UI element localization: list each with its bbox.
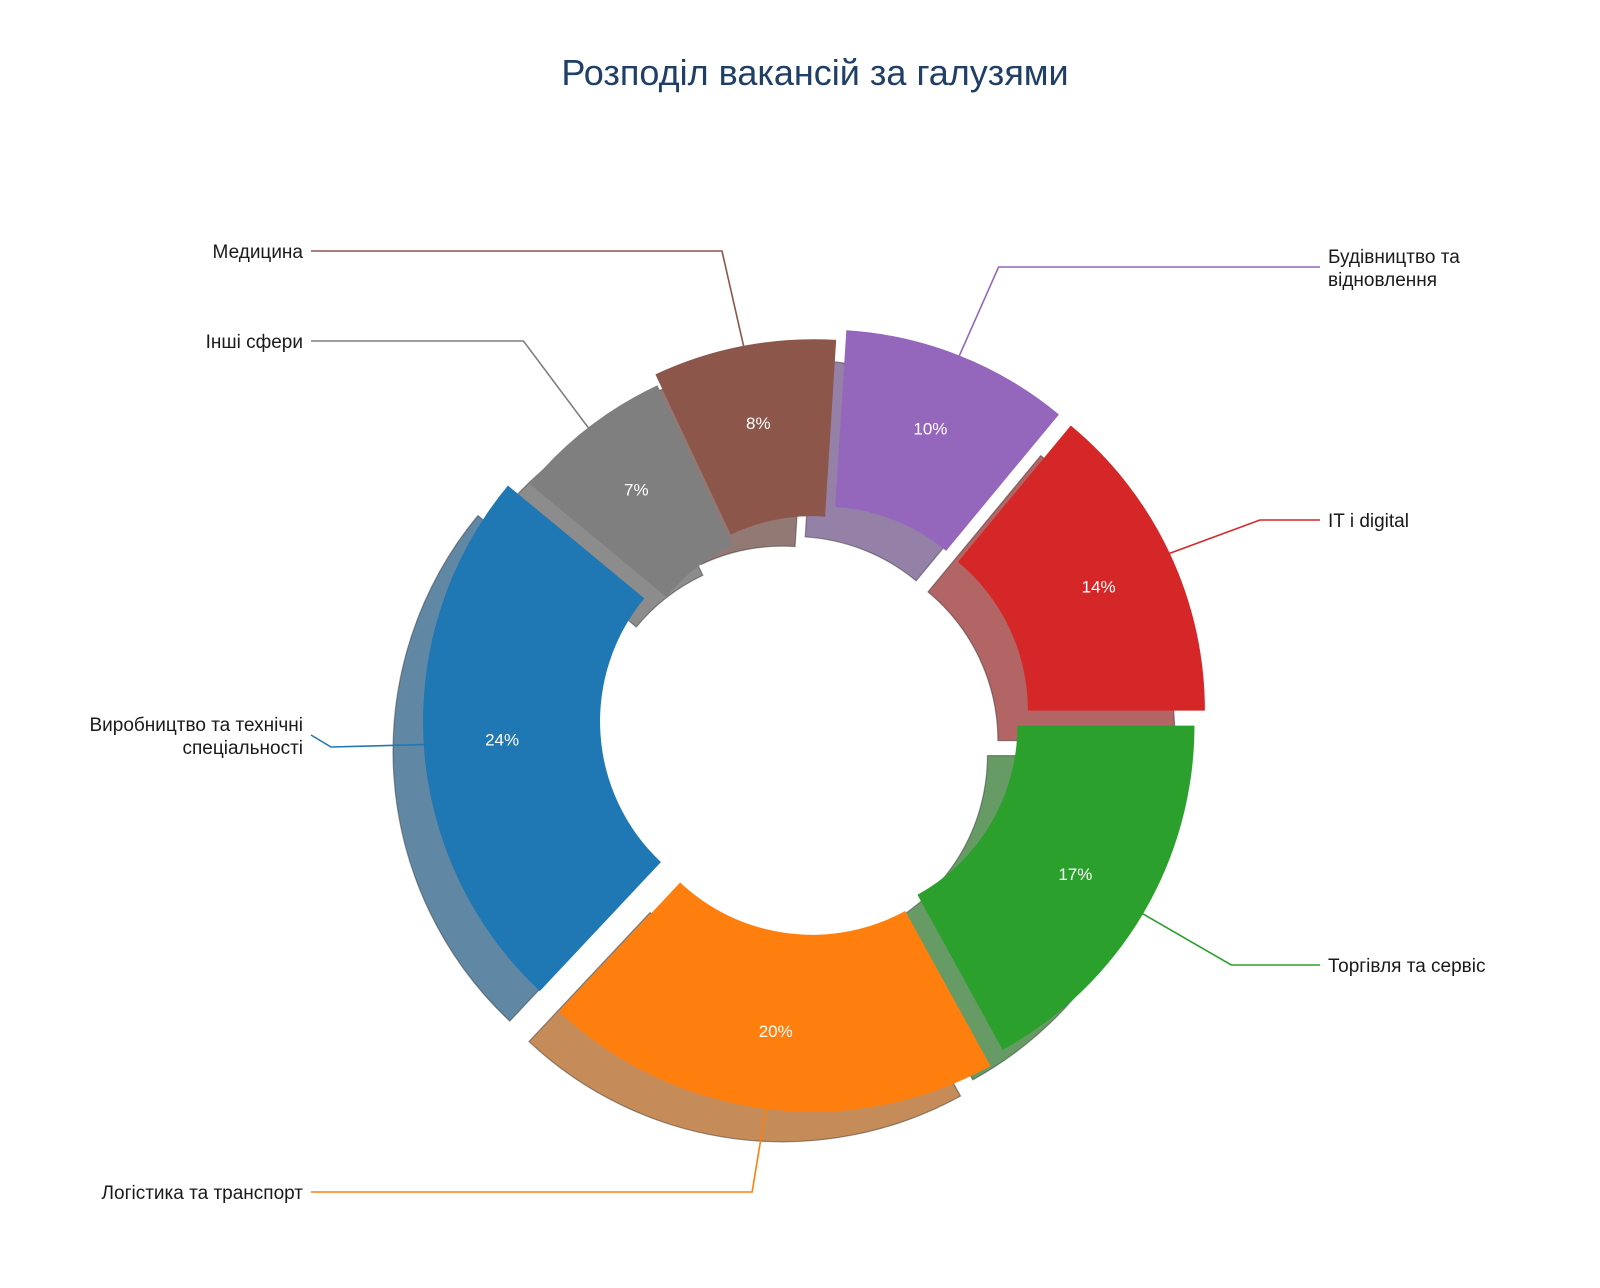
leader-line bbox=[311, 1106, 767, 1193]
leader-lines bbox=[310, 250, 1320, 1193]
slice-value-label: 7% bbox=[624, 481, 649, 500]
slice-value-label: 24% bbox=[485, 731, 519, 750]
slice-логістика-та-транспорт[interactable] bbox=[558, 882, 991, 1112]
slice-it-і-digital[interactable] bbox=[957, 425, 1205, 711]
leader-line bbox=[1140, 912, 1320, 966]
slice-value-label: 10% bbox=[913, 420, 947, 439]
leader-line bbox=[1167, 519, 1320, 555]
slice-медицина[interactable] bbox=[655, 339, 837, 535]
slice-інші-сфери[interactable] bbox=[529, 385, 733, 597]
labels: Торгівля та сервіс Логістика та транспорт… bbox=[89, 242, 1485, 1204]
leader-line bbox=[311, 250, 745, 348]
category-label: Інші сфери bbox=[206, 332, 303, 353]
slice-value-label: 17% bbox=[1058, 865, 1092, 884]
slice-value-label: 14% bbox=[1082, 578, 1116, 597]
category-label: Будівництво та відновлення bbox=[1328, 247, 1460, 291]
category-label: Виробництво та технічні спеціальності bbox=[89, 715, 303, 759]
category-label: Торгівля та сервіс bbox=[1328, 956, 1486, 977]
slice-торгівля-та-сервіс[interactable] bbox=[917, 725, 1195, 1050]
category-label: IT і digital bbox=[1328, 511, 1409, 532]
leader-line bbox=[310, 734, 426, 748]
slices: 17% 20% 24% 7% 8% 10% 14% bbox=[423, 330, 1205, 1112]
leader-line bbox=[957, 266, 1320, 358]
category-label: Логістика та транспорт bbox=[102, 1183, 304, 1204]
category-label: Медицина bbox=[213, 242, 304, 263]
chart-title: Розподіл вакансій за галузями bbox=[561, 52, 1069, 93]
slice-будівництво-та-відновлення[interactable] bbox=[835, 330, 1059, 551]
slice-value-label: 8% bbox=[746, 414, 771, 433]
slice-value-label: 20% bbox=[759, 1022, 793, 1041]
leader-line bbox=[311, 340, 591, 430]
slice-виробництво-та-технічні-спеціальності[interactable] bbox=[423, 485, 661, 992]
